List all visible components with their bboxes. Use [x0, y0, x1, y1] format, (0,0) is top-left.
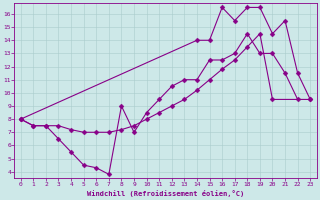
X-axis label: Windchill (Refroidissement éolien,°C): Windchill (Refroidissement éolien,°C) — [87, 190, 244, 197]
